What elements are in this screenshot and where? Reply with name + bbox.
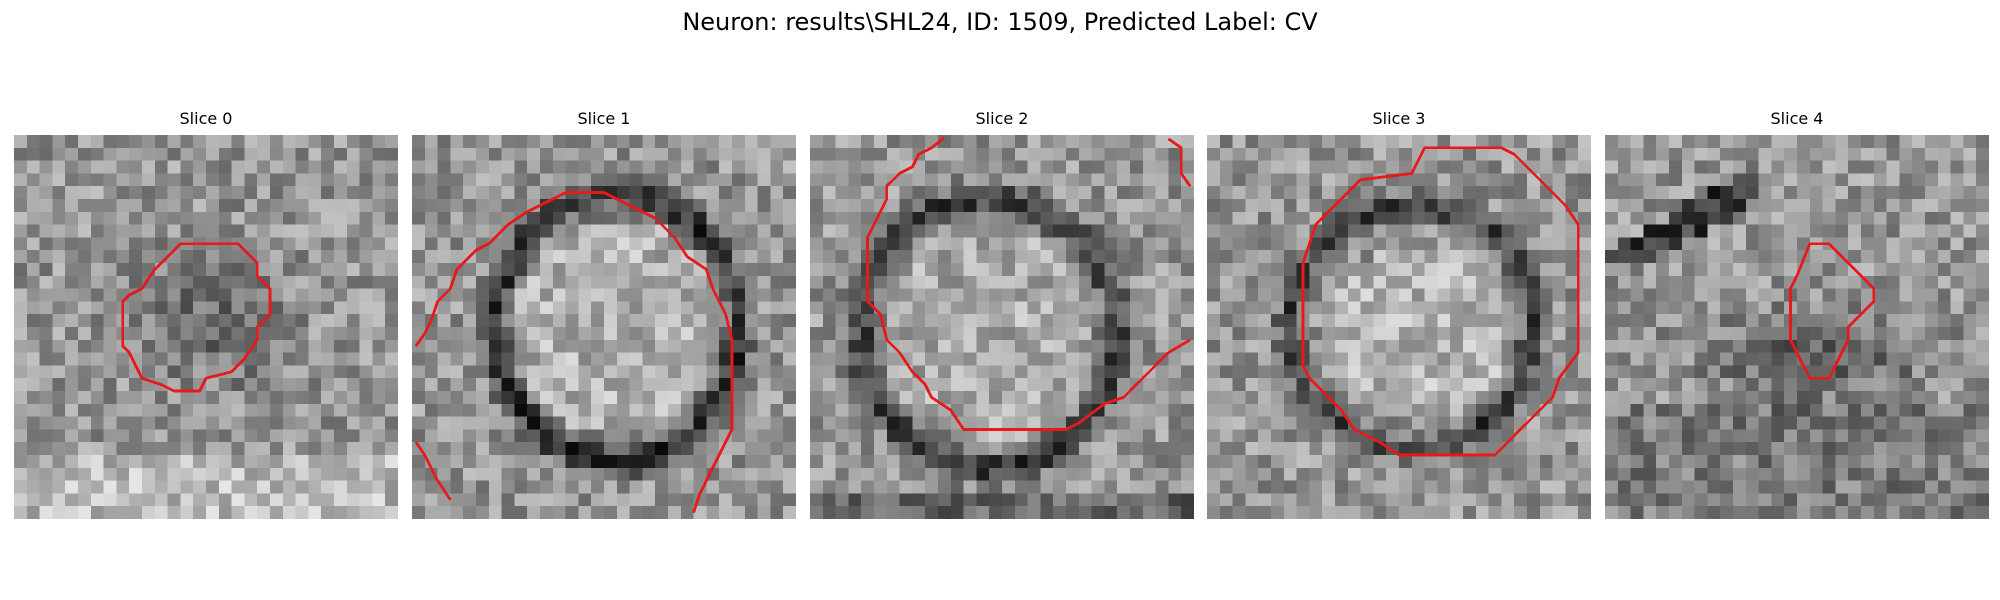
slice-title: Slice 2 bbox=[975, 109, 1029, 128]
slice-title: Slice 1 bbox=[577, 109, 631, 128]
segmentation-contour bbox=[414, 441, 452, 501]
slice-title: Slice 3 bbox=[1372, 109, 1426, 128]
figure-title: Neuron: results\SHL24, ID: 1509, Predict… bbox=[682, 8, 1318, 36]
slice-image bbox=[412, 135, 796, 519]
segmentation-contour bbox=[866, 136, 1191, 431]
slice-title: Slice 0 bbox=[179, 109, 233, 128]
segmentation-contour bbox=[414, 191, 734, 514]
segmentation-contour bbox=[1167, 137, 1192, 188]
slice-title: Slice 4 bbox=[1770, 109, 1824, 128]
slice-image bbox=[1605, 135, 1989, 519]
segmentation-contour bbox=[1789, 242, 1876, 380]
slice-image bbox=[14, 135, 398, 519]
segmentation-contour bbox=[1301, 146, 1580, 457]
slice-image bbox=[1207, 135, 1591, 519]
slice-image bbox=[810, 135, 1194, 519]
segmentation-contour bbox=[121, 242, 272, 393]
